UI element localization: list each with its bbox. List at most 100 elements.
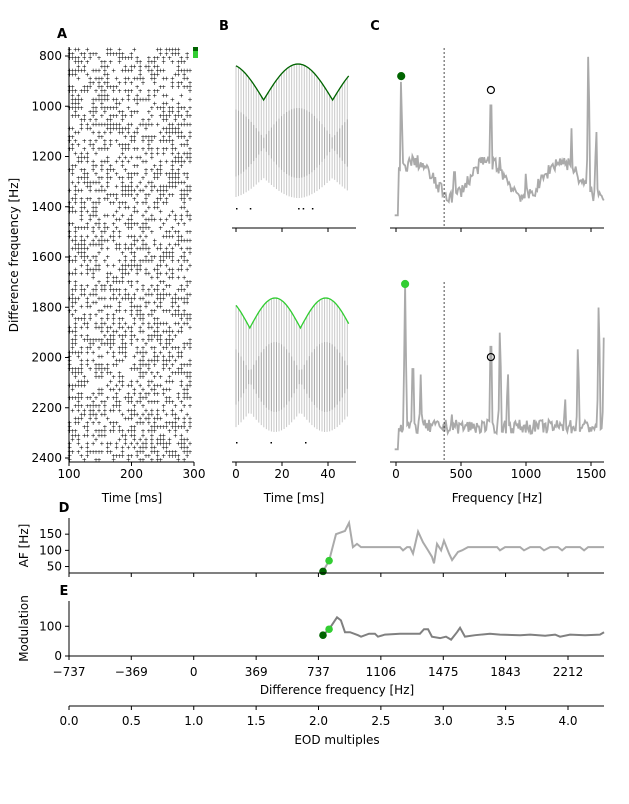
spike-mark: + <box>70 387 75 394</box>
spike-mark: + <box>173 412 178 419</box>
spike-mark: + <box>123 125 128 132</box>
spike-mark: + <box>132 387 137 394</box>
spike-mark: + <box>123 88 128 95</box>
spike-mark: + <box>173 428 178 435</box>
spike-mark: + <box>138 457 143 464</box>
spike-mark: + <box>138 262 143 269</box>
spike-mark: + <box>152 287 157 294</box>
spike-mark: + <box>185 449 190 456</box>
spike-mark: + <box>146 192 151 199</box>
spike-mark: + <box>167 242 172 249</box>
spike-mark: + <box>143 150 148 157</box>
spike-mark: + <box>149 445 154 452</box>
spike-mark: + <box>170 424 175 431</box>
spike-mark: + <box>67 72 72 79</box>
spike-mark: + <box>185 383 190 390</box>
spike-mark: + <box>155 329 160 336</box>
spike-mark: + <box>70 125 75 132</box>
spike-mark: + <box>105 125 110 132</box>
spike-mark: + <box>185 453 190 460</box>
spike-mark: + <box>123 441 128 448</box>
spike-mark: + <box>158 416 163 423</box>
spike-mark: + <box>117 304 122 311</box>
spike-mark: + <box>96 324 101 331</box>
spike-mark: + <box>135 109 140 116</box>
spike-mark: + <box>152 387 157 394</box>
spike-mark: + <box>135 337 140 344</box>
spike-mark: + <box>158 184 163 191</box>
spike-mark: + <box>173 345 178 352</box>
spike-mark: + <box>117 279 122 286</box>
spike-mark: + <box>117 287 122 294</box>
spike-mark: + <box>188 362 193 369</box>
spike-mark: + <box>161 188 166 195</box>
spike-mark: + <box>158 196 163 203</box>
spike-mark: + <box>105 159 110 166</box>
spike-mark: + <box>129 192 134 199</box>
data-marker <box>325 556 333 565</box>
spike-mark: + <box>91 412 96 419</box>
spike-mark: + <box>185 155 190 162</box>
spike-mark: + <box>111 84 116 91</box>
spike-mark: + <box>141 320 146 327</box>
spike-mark: + <box>152 237 157 244</box>
spike-mark: + <box>88 179 93 186</box>
spike-mark: + <box>167 378 172 385</box>
spike-mark: + <box>102 80 107 87</box>
spike-mark: + <box>161 432 166 439</box>
spike-mark: + <box>164 184 169 191</box>
spike-mark: + <box>170 353 175 360</box>
spike-mark: + <box>85 72 90 79</box>
spike-mark: + <box>123 80 128 87</box>
spike-mark: + <box>138 362 143 369</box>
spike-mark: + <box>70 337 75 344</box>
spike-mark: + <box>105 63 110 70</box>
spike-mark: + <box>117 101 122 108</box>
spike-mark: + <box>70 237 75 244</box>
spike-mark: + <box>73 67 78 74</box>
spike-mark: + <box>179 362 184 369</box>
spike-mark: + <box>158 225 163 232</box>
spike-mark: + <box>164 320 169 327</box>
spike-mark: + <box>94 337 99 344</box>
spike-mark: + <box>182 341 187 348</box>
spike-mark: + <box>94 262 99 269</box>
spike-mark: + <box>105 76 110 83</box>
panel-a-ytick-label: 2000 <box>31 351 62 365</box>
spike-mark: + <box>164 337 169 344</box>
spike-mark: + <box>79 324 84 331</box>
spike-mark: + <box>67 221 72 228</box>
spike-mark: + <box>70 142 75 149</box>
spike-mark: + <box>179 204 184 211</box>
spike-mark: + <box>185 175 190 182</box>
spike-mark: + <box>138 316 143 323</box>
spike-mark: + <box>102 432 107 439</box>
spike-mark: + <box>91 159 96 166</box>
spike-mark: + <box>170 121 175 128</box>
spike-mark: + <box>67 146 72 153</box>
spike-mark: + <box>102 424 107 431</box>
spike-mark: + <box>188 84 193 91</box>
spike-mark: + <box>114 308 119 315</box>
spike-mark: + <box>167 399 172 406</box>
spike-mark: + <box>141 449 146 456</box>
spike-mark: + <box>79 262 84 269</box>
spike-mark: + <box>188 449 193 456</box>
spike-mark: + <box>164 196 169 203</box>
spike-mark: + <box>79 287 84 294</box>
spike-mark: + <box>152 383 157 390</box>
spike-mark: + <box>120 159 125 166</box>
spike-mark: + <box>152 333 157 340</box>
panel-c-xlabel: Frequency [Hz] <box>452 491 543 505</box>
spike-mark: + <box>88 84 93 91</box>
spike-mark: + <box>73 349 78 356</box>
spike-mark: + <box>146 258 151 265</box>
spike-mark: + <box>129 109 134 116</box>
spike-mark: + <box>158 333 163 340</box>
spike-mark: + <box>111 349 116 356</box>
spike-mark: + <box>176 266 181 273</box>
spike-mark: + <box>96 345 101 352</box>
spike-mark: + <box>132 391 137 398</box>
spike-mark: + <box>176 229 181 236</box>
spike-mark: + <box>146 121 151 128</box>
